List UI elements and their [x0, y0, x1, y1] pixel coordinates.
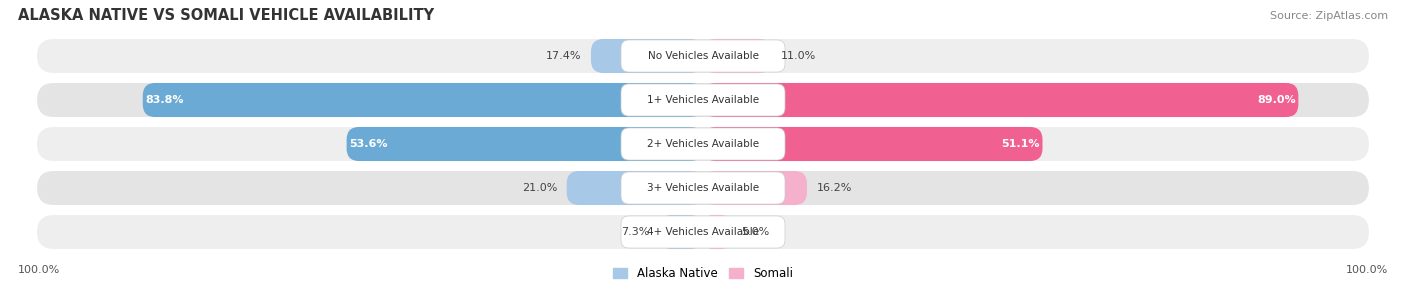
- FancyBboxPatch shape: [703, 39, 772, 73]
- FancyBboxPatch shape: [347, 127, 703, 161]
- Text: 51.1%: 51.1%: [1001, 139, 1040, 149]
- FancyBboxPatch shape: [37, 214, 1369, 250]
- FancyBboxPatch shape: [659, 215, 703, 249]
- Legend: Alaska Native, Somali: Alaska Native, Somali: [613, 267, 793, 280]
- Text: 16.2%: 16.2%: [817, 183, 852, 193]
- FancyBboxPatch shape: [703, 215, 731, 249]
- FancyBboxPatch shape: [37, 82, 1369, 118]
- Text: 100.0%: 100.0%: [1346, 265, 1388, 275]
- FancyBboxPatch shape: [37, 170, 1369, 206]
- FancyBboxPatch shape: [37, 38, 1369, 74]
- FancyBboxPatch shape: [37, 126, 1369, 162]
- FancyBboxPatch shape: [621, 84, 785, 116]
- FancyBboxPatch shape: [703, 127, 1042, 161]
- Text: 83.8%: 83.8%: [145, 95, 184, 105]
- Text: 3+ Vehicles Available: 3+ Vehicles Available: [647, 183, 759, 193]
- FancyBboxPatch shape: [621, 216, 785, 248]
- Text: 11.0%: 11.0%: [782, 51, 817, 61]
- Text: 4+ Vehicles Available: 4+ Vehicles Available: [647, 227, 759, 237]
- Text: 89.0%: 89.0%: [1257, 95, 1296, 105]
- FancyBboxPatch shape: [703, 171, 807, 205]
- FancyBboxPatch shape: [567, 171, 703, 205]
- Text: 1+ Vehicles Available: 1+ Vehicles Available: [647, 95, 759, 105]
- Text: No Vehicles Available: No Vehicles Available: [648, 51, 758, 61]
- Text: 53.6%: 53.6%: [349, 139, 388, 149]
- FancyBboxPatch shape: [591, 39, 703, 73]
- Text: 7.3%: 7.3%: [621, 227, 650, 237]
- Text: Source: ZipAtlas.com: Source: ZipAtlas.com: [1270, 11, 1388, 21]
- FancyBboxPatch shape: [621, 128, 785, 160]
- Text: 21.0%: 21.0%: [522, 183, 557, 193]
- Text: 2+ Vehicles Available: 2+ Vehicles Available: [647, 139, 759, 149]
- FancyBboxPatch shape: [703, 83, 1298, 117]
- Text: 100.0%: 100.0%: [18, 265, 60, 275]
- FancyBboxPatch shape: [621, 172, 785, 204]
- Text: ALASKA NATIVE VS SOMALI VEHICLE AVAILABILITY: ALASKA NATIVE VS SOMALI VEHICLE AVAILABI…: [18, 9, 434, 23]
- FancyBboxPatch shape: [621, 40, 785, 72]
- FancyBboxPatch shape: [143, 83, 703, 117]
- Text: 17.4%: 17.4%: [546, 51, 582, 61]
- Text: 5.0%: 5.0%: [741, 227, 769, 237]
